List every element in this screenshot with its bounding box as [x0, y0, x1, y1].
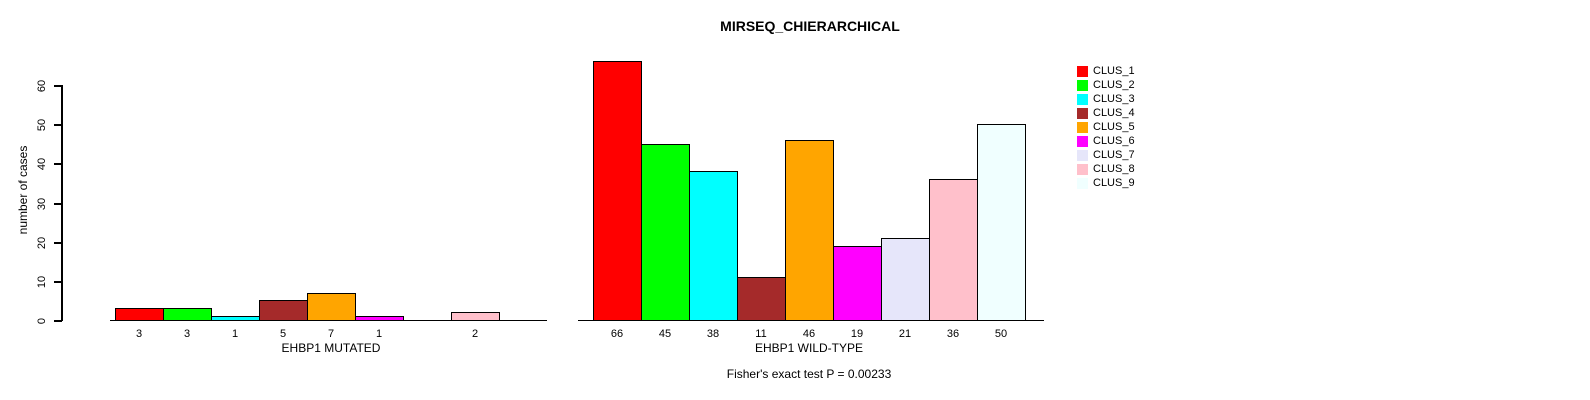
bar-value-label: 21	[898, 328, 912, 340]
legend-label: CLUS_8	[1093, 163, 1135, 175]
bar-value-label: 3	[183, 328, 191, 340]
legend-label: CLUS_4	[1093, 107, 1135, 119]
bar-value-label: 1	[231, 328, 239, 340]
y-tick	[54, 203, 62, 205]
bar	[833, 246, 882, 321]
legend-label: CLUS_1	[1093, 65, 1135, 77]
bar	[689, 171, 738, 321]
x-axis-title: EHBP1 MUTATED	[281, 341, 381, 355]
y-axis-line	[61, 85, 63, 321]
bar-value-label: 3	[135, 328, 143, 340]
y-tick-label: 10	[36, 275, 48, 289]
bar	[451, 312, 500, 321]
bar-value-label: 1	[375, 328, 383, 340]
bar	[211, 316, 260, 321]
bar-value-label: 50	[994, 328, 1008, 340]
bar-value-label: 5	[279, 328, 287, 340]
footnote: Fisher's exact test P = 0.00233	[726, 367, 892, 381]
legend-swatch	[1077, 121, 1088, 133]
bar	[737, 277, 786, 321]
y-axis-label: number of cases	[16, 145, 30, 235]
y-tick-label: 50	[36, 118, 48, 132]
y-tick-label: 0	[36, 317, 48, 325]
bar-value-label: 7	[327, 328, 335, 340]
y-tick-label: 20	[36, 236, 48, 250]
bar	[977, 124, 1026, 321]
legend-swatch	[1077, 135, 1088, 147]
bar	[881, 238, 930, 321]
bar	[929, 179, 978, 321]
legend-label: CLUS_9	[1093, 177, 1135, 189]
x-axis-title: EHBP1 WILD-TYPE	[754, 341, 864, 355]
legend-swatch	[1077, 163, 1088, 175]
legend-label: CLUS_6	[1093, 135, 1135, 147]
bar-value-label: 46	[802, 328, 816, 340]
legend-swatch	[1077, 93, 1088, 105]
bar-value-label: 36	[946, 328, 960, 340]
y-tick-label: 60	[36, 79, 48, 93]
legend-swatch	[1077, 79, 1088, 91]
bar-value-label: 11	[755, 328, 767, 340]
bar	[641, 144, 690, 321]
y-tick-label: 40	[36, 157, 48, 171]
bar	[115, 308, 164, 321]
legend-label: CLUS_2	[1093, 79, 1135, 91]
bar	[307, 293, 356, 321]
y-tick	[54, 124, 62, 126]
bar	[163, 308, 212, 321]
bar	[785, 140, 834, 321]
legend-swatch	[1077, 177, 1088, 189]
y-tick	[54, 163, 62, 165]
y-tick	[54, 281, 62, 283]
bar-value-label: 66	[610, 328, 624, 340]
legend-swatch	[1077, 65, 1088, 77]
y-tick	[54, 320, 62, 322]
bar	[593, 61, 642, 321]
bar-value-label: 19	[850, 328, 864, 340]
legend-swatch	[1077, 107, 1088, 119]
legend-label: CLUS_3	[1093, 93, 1135, 105]
legend-label: CLUS_7	[1093, 149, 1135, 161]
y-tick	[54, 242, 62, 244]
bar-value-label: 38	[706, 328, 720, 340]
bar-value-label: 45	[658, 328, 672, 340]
chart-title: MIRSEQ_CHIERARCHICAL	[720, 18, 900, 34]
legend-swatch	[1077, 149, 1088, 161]
bar	[355, 316, 404, 321]
y-tick-label: 30	[36, 197, 48, 211]
bar	[259, 300, 308, 321]
bar-value-label: 2	[471, 328, 479, 340]
legend-label: CLUS_5	[1093, 121, 1135, 133]
y-tick	[54, 85, 62, 87]
